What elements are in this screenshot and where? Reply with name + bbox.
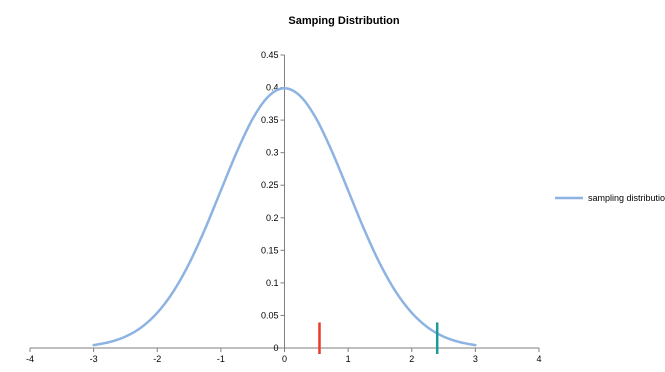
legend: sampling distribution [555, 193, 665, 203]
x-tick-label: 1 [346, 354, 351, 364]
axes: -4 -3 -2 -1 0 1 2 3 4 0 0.05 0.1 0.15 0.2 0.25 0.3 0.35 0… [26, 50, 542, 364]
series-layer [92, 87, 477, 347]
chart-title: Samping Distribution [288, 15, 400, 27]
marker-layer [318, 322, 439, 354]
x-tick-label: -1 [217, 354, 225, 364]
y-tick-label: 0.05 [261, 310, 279, 320]
x-tick-label: -4 [26, 354, 34, 364]
y-tick-label: 0.2 [266, 213, 279, 223]
y-tick-label: 0.25 [261, 180, 279, 190]
series-line-sampling-distribution [92, 87, 477, 347]
x-tick-label: 2 [409, 354, 414, 364]
x-tick-label: -2 [153, 354, 161, 364]
y-tick-label: 0.4 [266, 83, 279, 93]
x-tick-label: 4 [536, 354, 541, 364]
y-tick-label: 0.1 [266, 278, 279, 288]
y-tick-label: 0.45 [261, 50, 279, 60]
x-tick-label: -3 [90, 354, 98, 364]
y-tick-label: 0.3 [266, 148, 279, 158]
x-tick-label: 3 [473, 354, 478, 364]
x-tick-label: 0 [282, 354, 287, 364]
legend-label: sampling distribution [588, 193, 665, 203]
y-tick-label: 0.15 [261, 245, 279, 255]
y-tick-label: 0.35 [261, 115, 279, 125]
y-tick-label: 0 [273, 343, 278, 353]
